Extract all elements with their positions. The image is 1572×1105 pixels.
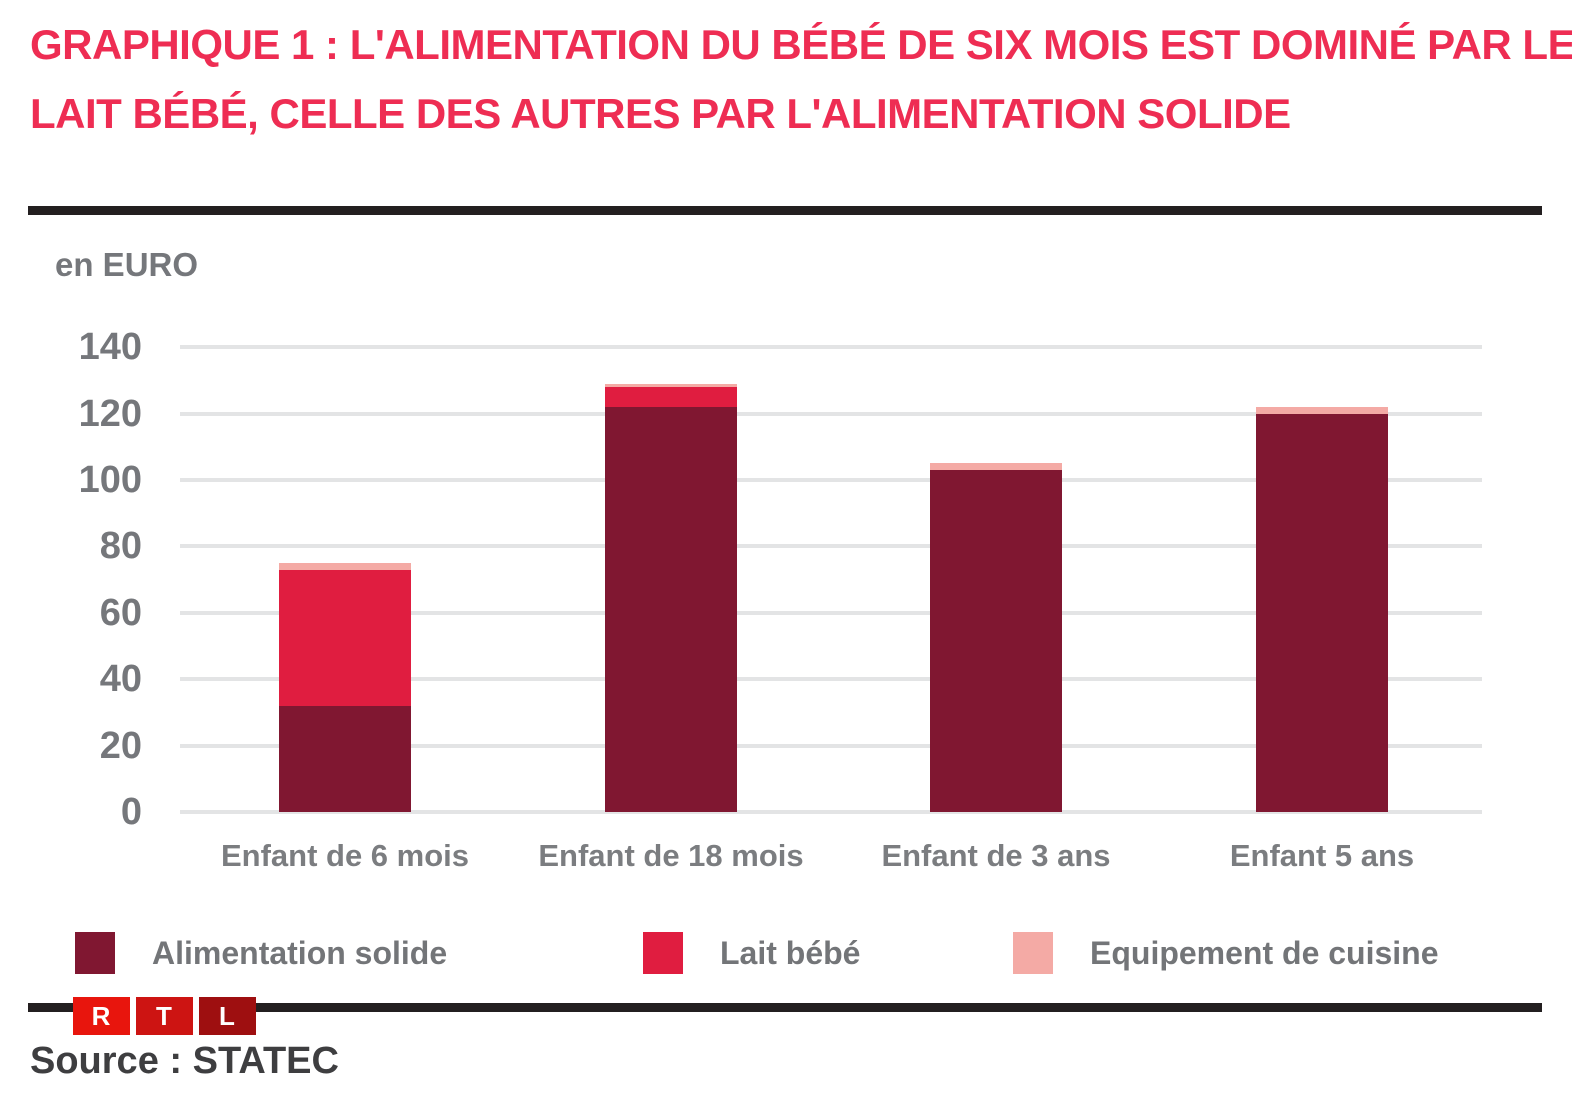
legend-item-lait-bebe: Lait bébé [643, 931, 860, 975]
y-tick-label-0: 0 [120, 791, 142, 833]
y-tick-label-140: 140 [78, 326, 142, 369]
gridline-100 [180, 478, 1482, 482]
bar-segment-0-cat-2 [930, 470, 1062, 812]
bar-segment-2-cat-2 [930, 463, 1062, 471]
rtl-logo: R T L [73, 997, 256, 1035]
x-tick-label-2: Enfant de 3 ans [881, 838, 1111, 873]
bar-segment-2-cat-0 [279, 563, 411, 570]
bar-segment-1-cat-1 [605, 387, 737, 407]
legend-label-equipement-cuisine: Equipement de cuisine [1090, 934, 1439, 971]
rtl-logo-letter-t: T [136, 997, 193, 1035]
gridline-60 [180, 610, 1482, 615]
bar-segment-1-cat-0 [279, 569, 411, 706]
y-tick-label-120: 120 [78, 392, 142, 435]
legend-label-lait-bebe: Lait bébé [720, 934, 861, 971]
legend-swatch-lait-bebe [643, 932, 683, 974]
legend-swatch-alimentation-solide [75, 932, 115, 974]
rtl-logo-letter-r: R [73, 997, 130, 1035]
y-tick-label-100: 100 [78, 459, 142, 501]
y-tick-label-80: 80 [99, 525, 142, 568]
gridline-140 [180, 345, 1482, 350]
y-axis-unit-label: en EURO [55, 246, 199, 283]
gridline-120 [180, 411, 1482, 416]
bottom-divider [28, 1003, 1542, 1012]
y-tick-label-20: 20 [99, 724, 142, 767]
y-tick-label-40: 40 [99, 658, 142, 701]
chart-title-line-2: LAIT BÉBÉ, CELLE DES AUTRES PAR L'ALIMEN… [30, 90, 1291, 137]
gridline-80 [180, 544, 1482, 549]
chart-title: GRAPHIQUE 1 : L'ALIMENTATION DU BÉBÉ DE … [30, 10, 1572, 148]
bar-segment-0-cat-0 [279, 705, 411, 812]
legend-swatch-equipement-cuisine [1013, 932, 1053, 974]
bar-segment-2-cat-1 [605, 383, 737, 388]
gridline-40 [180, 677, 1482, 682]
bar-segment-0-cat-1 [605, 406, 737, 812]
x-tick-label-1: Enfant de 18 mois [538, 838, 804, 873]
legend-item-alimentation-solide: Alimentation solide [75, 931, 447, 975]
x-tick-label-0: Enfant de 6 mois [220, 838, 470, 873]
x-tick-label-3: Enfant 5 ans [1229, 838, 1415, 873]
gridline-0 [180, 810, 1482, 814]
bar-segment-2-cat-3 [1256, 406, 1388, 414]
y-tick-label-60: 60 [99, 591, 142, 634]
rtl-logo-letter-l: L [199, 997, 256, 1035]
legend-label-alimentation-solide: Alimentation solide [152, 934, 448, 971]
gridline-20 [180, 743, 1482, 748]
bar-segment-0-cat-3 [1256, 413, 1388, 812]
source-label: Source : STATEC [30, 1040, 339, 1082]
legend-item-equipement-cuisine: Equipement de cuisine [1013, 931, 1439, 975]
chart-title-line-1: GRAPHIQUE 1 : L'ALIMENTATION DU BÉBÉ DE … [30, 21, 1572, 68]
top-divider [28, 206, 1542, 215]
